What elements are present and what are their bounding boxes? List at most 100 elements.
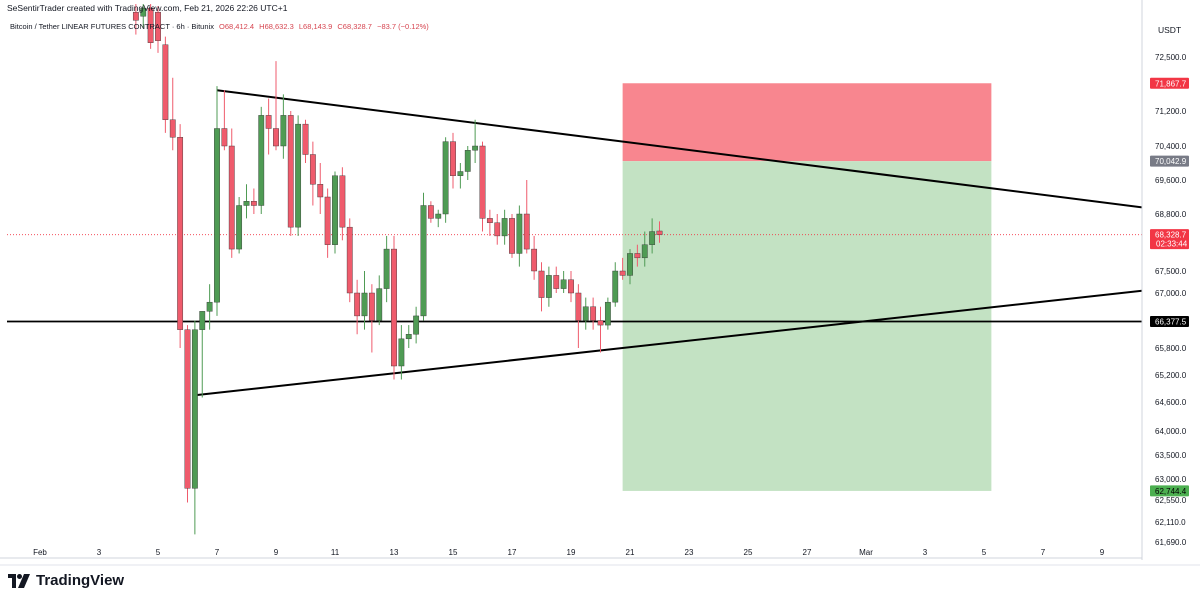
candle-body xyxy=(427,205,434,219)
trendline-upper[interactable] xyxy=(216,89,1161,210)
candle-body xyxy=(228,145,235,250)
candle-body xyxy=(206,301,213,312)
candle xyxy=(568,271,574,303)
candle xyxy=(523,180,530,254)
candle xyxy=(464,146,471,180)
candle-body xyxy=(221,128,228,147)
candle xyxy=(634,244,641,267)
price-label: 68,328.702:33:44 xyxy=(1150,229,1189,250)
candle xyxy=(132,4,139,35)
candle xyxy=(332,171,338,254)
price-labels: 71,867.7 70,042.9 68,328.702:33:44 66,377.5… xyxy=(1150,77,1189,497)
price-tick-label: 71,200.0 xyxy=(1155,107,1187,116)
candle-body xyxy=(140,7,147,17)
time-tick-label: 25 xyxy=(744,548,753,557)
candle xyxy=(191,320,198,535)
time-tick-label: 19 xyxy=(567,548,576,557)
candle xyxy=(531,235,538,280)
candles xyxy=(132,4,663,535)
candle-body xyxy=(332,175,338,245)
candle xyxy=(317,163,324,214)
candle xyxy=(346,218,353,303)
price-tick-label: 68,800.0 xyxy=(1155,210,1187,219)
ohlc-open: O68,412.4 xyxy=(219,22,255,31)
candle xyxy=(450,132,456,189)
take-profit-zone[interactable] xyxy=(622,161,992,491)
candle xyxy=(553,266,560,293)
candle xyxy=(250,188,257,214)
time-tick-label: 27 xyxy=(803,548,812,557)
price-label-bg xyxy=(1150,155,1189,167)
candle-body xyxy=(590,306,597,321)
tradingview-logo[interactable]: TradingView xyxy=(8,572,124,589)
candle-body xyxy=(501,218,508,237)
candle-body xyxy=(582,306,589,321)
tradingview-brand-text: TradingView xyxy=(36,572,125,589)
candle-body xyxy=(287,115,294,228)
candle-body xyxy=(324,196,331,245)
candle xyxy=(479,141,486,232)
time-tick-label: 3 xyxy=(97,548,102,557)
candle xyxy=(221,90,228,151)
candle xyxy=(265,98,272,155)
drawing-lines[interactable] xyxy=(7,89,1200,397)
candle-body xyxy=(450,141,456,176)
candle-body xyxy=(486,218,493,223)
candle-body xyxy=(184,329,191,489)
trendline-lower[interactable] xyxy=(194,289,1161,397)
candle-body xyxy=(258,115,265,206)
price-label-bg xyxy=(1150,77,1189,89)
candle-body xyxy=(479,145,486,219)
symbol-name: Bitcoin / Tether LINEAR FUTURES CONTRACT… xyxy=(10,22,214,31)
candle xyxy=(641,231,648,267)
candle xyxy=(295,115,302,236)
candle-body xyxy=(236,205,243,250)
currency-label[interactable]: USDT xyxy=(1158,25,1181,35)
candle xyxy=(309,141,316,206)
time-tick-label: 21 xyxy=(626,548,635,557)
candle xyxy=(545,266,552,307)
candle xyxy=(214,86,220,316)
candle-body xyxy=(398,338,405,367)
candle xyxy=(427,201,434,223)
candle xyxy=(420,192,427,321)
candle xyxy=(472,119,479,163)
candle-body xyxy=(435,213,442,219)
stop-loss-zone[interactable] xyxy=(622,83,992,162)
candle-body xyxy=(309,154,316,185)
price-tick-label: 62,110.0 xyxy=(1155,518,1186,527)
chart-frame xyxy=(0,0,1200,566)
candle-body xyxy=(243,201,250,206)
candle-body xyxy=(405,334,412,340)
candle xyxy=(486,209,493,236)
price-tick-label: 63,000.0 xyxy=(1155,475,1187,484)
candle xyxy=(575,284,582,348)
candle xyxy=(398,325,405,380)
candle xyxy=(302,119,309,163)
time-tick-label: 17 xyxy=(508,548,517,557)
candle-body xyxy=(597,320,604,326)
candle-body xyxy=(199,311,206,330)
candle xyxy=(354,279,361,335)
candle-body xyxy=(656,230,663,235)
candle xyxy=(649,218,656,254)
candle-body xyxy=(641,244,648,259)
candle xyxy=(184,325,191,503)
time-tick-label: 13 xyxy=(390,548,399,557)
price-axis[interactable]: USDT 72,500.0 71,200.0 70,400.0 69,600.0 68,8… xyxy=(1155,25,1187,547)
candle xyxy=(199,311,206,398)
candle xyxy=(590,297,597,330)
position-zones[interactable] xyxy=(622,83,992,491)
price-label: 62,744.4 xyxy=(1150,485,1189,497)
candle-body xyxy=(627,253,633,276)
price-tick-label: 67,000.0 xyxy=(1155,289,1187,298)
candle-body xyxy=(391,248,397,367)
candle xyxy=(339,167,346,241)
candle-body xyxy=(464,150,471,172)
time-axis[interactable]: Feb 3 5 7 9 11 13 15 17 19 21 23 25 27 Mar 3 5 7 9 xyxy=(33,548,1105,557)
candle xyxy=(435,209,442,228)
candle-body xyxy=(612,270,619,303)
candle xyxy=(361,271,368,330)
time-tick-label: 15 xyxy=(449,548,458,557)
